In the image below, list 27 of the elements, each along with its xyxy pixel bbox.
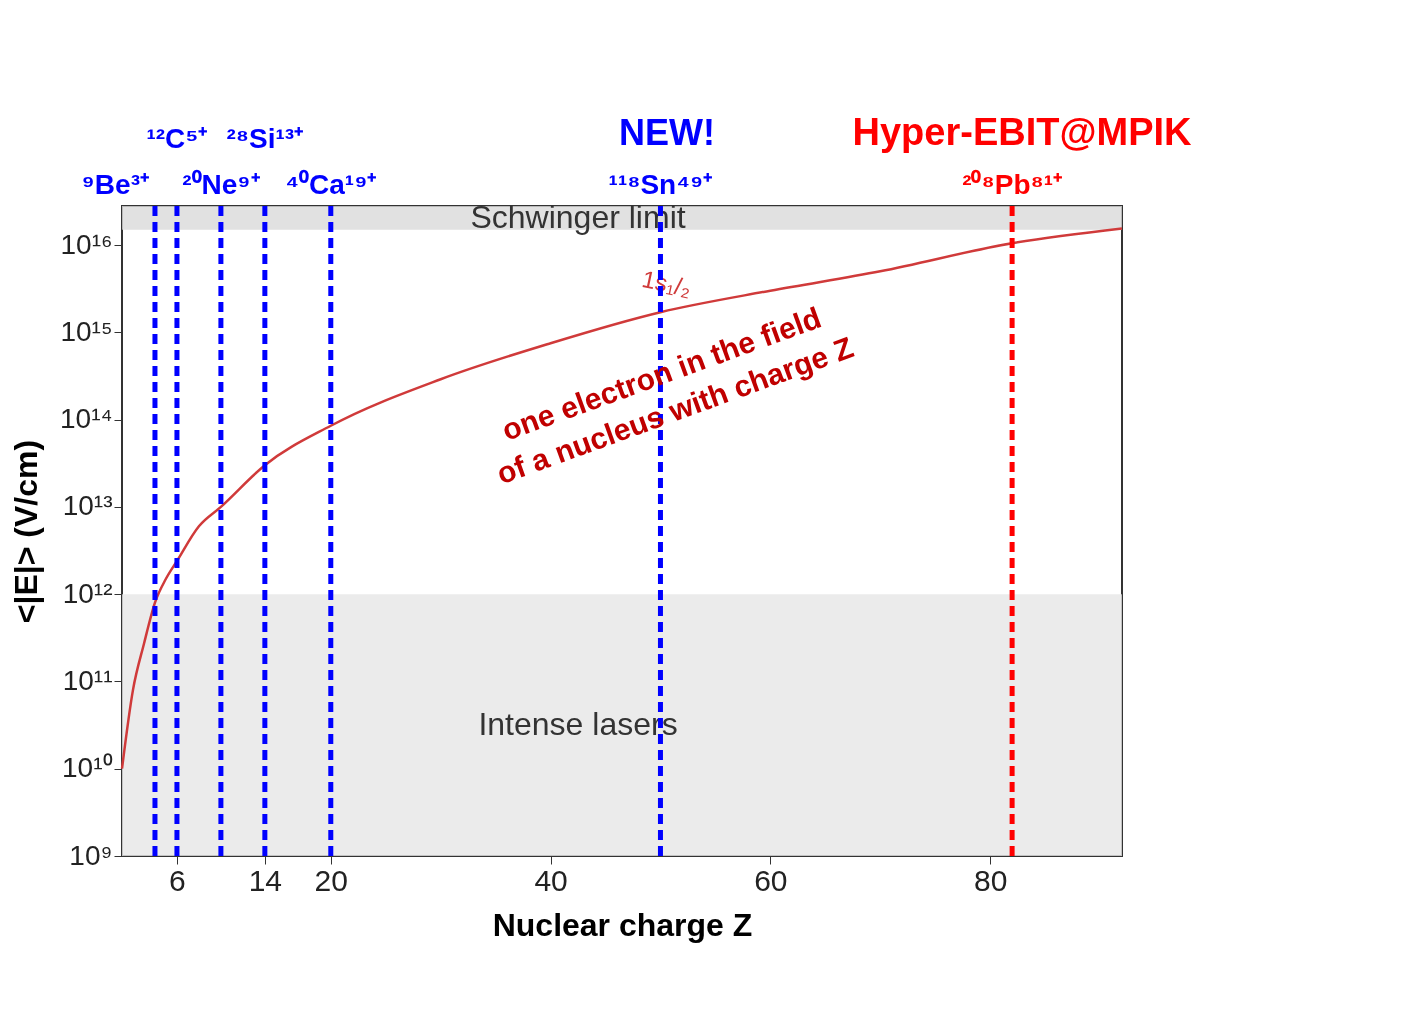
ref-line-label: ⁹Be³⁺ — [81, 169, 149, 200]
y-tick-label: 10¹⁶ — [60, 228, 113, 260]
text: NEW! — [619, 112, 715, 153]
x-axis-title: Nuclear charge Z — [492, 906, 753, 943]
y-tick-label: 10¹¹ — [62, 664, 113, 696]
ref-line-label: ¹¹⁸Sn⁴⁹⁺ — [608, 169, 713, 200]
y-tick-label: 10¹⁵ — [60, 315, 113, 347]
x-tick-label: 80 — [973, 863, 1008, 897]
x-tick-label: 14 — [248, 863, 283, 897]
y-axis-title: <|E|> (V/cm) — [8, 439, 44, 624]
y-tick-label: 10¹⁰ — [62, 752, 113, 784]
y-tick-label: 10¹⁴ — [60, 403, 113, 435]
y-tick-label: 10¹² — [62, 577, 113, 609]
x-tick-label: 60 — [754, 863, 788, 897]
band-label: Intense lasers — [478, 706, 678, 743]
ref-line-label: ²⁸Si¹³⁺ — [226, 123, 304, 154]
y-tick-label: 10¹³ — [62, 490, 113, 522]
x-tick-label: 20 — [314, 863, 348, 897]
ref-line-label: ⁴⁰Ca¹⁹⁺ — [285, 169, 377, 200]
x-tick-label: 6 — [169, 863, 186, 897]
text: Hyper-EBIT@MPIK — [852, 111, 1193, 153]
y-tick-label: 10⁹ — [69, 839, 113, 871]
ref-line-label: ²⁰⁸Pb⁸¹⁺ — [962, 169, 1063, 200]
x-tick-label: 40 — [534, 863, 568, 897]
ref-line-label: ²⁰Ne⁹⁺ — [182, 169, 260, 200]
ref-line-label: ¹²C⁵⁺ — [146, 123, 208, 154]
band-label: Schwinger limit — [470, 198, 686, 235]
